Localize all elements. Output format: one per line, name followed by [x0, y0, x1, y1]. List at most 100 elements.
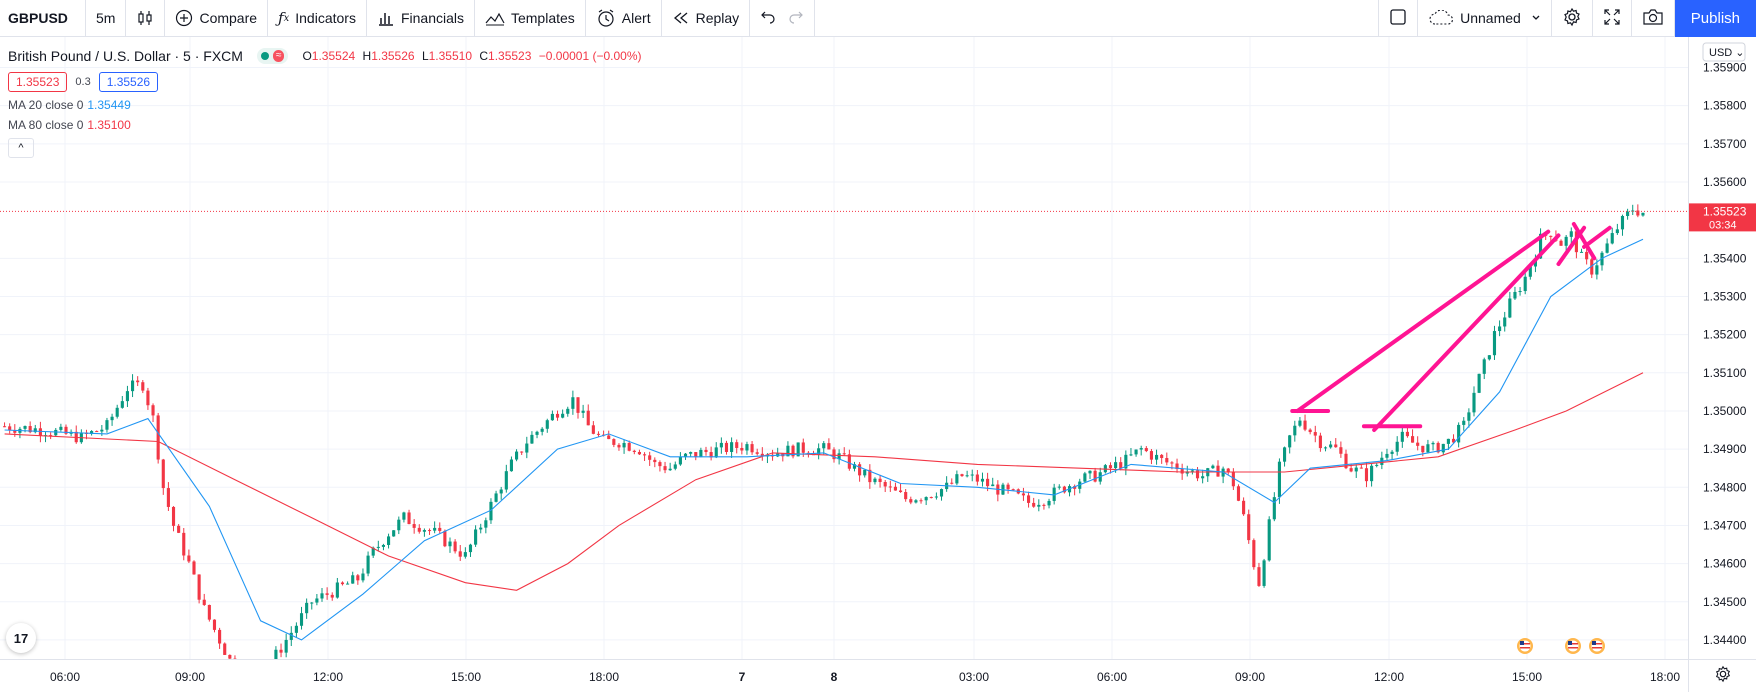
candle-body	[141, 382, 144, 390]
rewind-icon	[672, 9, 690, 27]
candle-body	[495, 493, 498, 501]
symbol-search-button[interactable]: GBPUSD	[0, 0, 86, 37]
save-layout-button[interactable]: Unnamed	[1418, 0, 1552, 37]
candle-body	[1088, 471, 1091, 474]
candle-body	[172, 507, 175, 526]
sell-price-button[interactable]: 1.35523	[8, 72, 67, 92]
candle-body	[689, 452, 692, 454]
layout-select-button[interactable]	[1378, 0, 1418, 37]
candle-body	[730, 442, 733, 452]
publish-button[interactable]: Publish	[1675, 0, 1756, 37]
axis-settings-button[interactable]	[1688, 659, 1756, 692]
candle-body	[59, 427, 62, 430]
candle-body	[566, 409, 569, 414]
candle-body	[290, 633, 293, 640]
candle-body	[1467, 412, 1470, 420]
candle-body	[1042, 505, 1045, 506]
candle-body	[1339, 447, 1342, 454]
candle-body	[157, 415, 160, 459]
candle-body	[571, 397, 574, 409]
candle-body	[1334, 444, 1337, 447]
candle-body	[802, 442, 805, 452]
high-key: H	[363, 49, 372, 63]
candle-body	[1585, 252, 1588, 259]
candle-body	[23, 426, 26, 429]
time-tick-label: 09:00	[175, 670, 205, 684]
interval-label: 5m	[96, 10, 115, 26]
candle-body	[679, 457, 682, 465]
candle-body	[1462, 421, 1465, 425]
candle-body	[213, 620, 216, 630]
bar-chart-icon	[377, 9, 395, 27]
time-tick-label: 15:00	[451, 670, 481, 684]
redo-icon	[788, 9, 804, 28]
candle-body	[1411, 436, 1414, 443]
fullscreen-icon	[1603, 8, 1621, 29]
candle-body	[658, 462, 661, 466]
candle-body	[1022, 493, 1025, 495]
candle-body	[418, 528, 421, 532]
time-tick-label: 8	[831, 670, 838, 684]
chart-type-button[interactable]	[126, 0, 165, 37]
candle-body	[295, 626, 298, 633]
candle-body	[674, 464, 677, 468]
fullscreen-button[interactable]	[1593, 0, 1632, 37]
candle-body	[1406, 432, 1409, 436]
templates-icon	[485, 9, 505, 27]
compare-button[interactable]: Compare	[165, 0, 268, 37]
candle-body	[387, 536, 390, 545]
tradingview-logo[interactable]: 17	[6, 623, 36, 653]
templates-button[interactable]: Templates	[475, 0, 586, 37]
buy-price-button[interactable]: 1.35526	[99, 72, 158, 92]
alert-button[interactable]: Alert	[586, 0, 662, 37]
candle-body	[894, 487, 897, 491]
candle-body	[1252, 540, 1255, 567]
candle-body	[889, 486, 892, 487]
candle-body	[1519, 291, 1522, 292]
undo-button[interactable]	[750, 0, 782, 37]
candle-body	[1513, 292, 1516, 299]
candle-body	[925, 497, 928, 500]
candle-body	[1611, 233, 1614, 243]
candle-body	[1391, 452, 1394, 454]
compare-label: Compare	[199, 10, 257, 26]
last-price-label: 1.35523	[1703, 204, 1747, 218]
candle-body	[203, 600, 206, 605]
snapshot-button[interactable]	[1632, 0, 1675, 37]
indicators-label: Indicators	[295, 10, 356, 26]
price-tick-label: 1.35000	[1703, 404, 1747, 418]
candle-body	[1278, 462, 1281, 497]
candle-body	[638, 452, 641, 454]
time-tick-label: 18:00	[1650, 670, 1680, 684]
interval-button[interactable]: 5m	[86, 0, 126, 37]
candle-body	[561, 414, 564, 418]
candle-body	[1595, 265, 1598, 274]
settings-button[interactable]	[1552, 0, 1593, 37]
candle-body	[341, 582, 344, 584]
symbol-title[interactable]: British Pound / U.S. Dollar · 5 · FXCM	[8, 48, 243, 64]
candle-body	[1626, 212, 1629, 216]
candle-body	[105, 420, 108, 430]
redo-button[interactable]	[782, 0, 815, 37]
candle-body	[310, 603, 313, 604]
market-status-pill[interactable]: ≈	[257, 48, 289, 64]
replay-button[interactable]: Replay	[662, 0, 751, 37]
flag-stripe	[1520, 647, 1530, 649]
candle-body	[1350, 468, 1353, 471]
financials-button[interactable]: Financials	[367, 0, 475, 37]
candle-body	[1396, 442, 1399, 452]
time-tick-label: 15:00	[1512, 670, 1542, 684]
candle-body	[351, 575, 354, 583]
candle-body	[443, 531, 446, 546]
candle-body	[1570, 231, 1573, 237]
candle-body	[484, 520, 487, 527]
candle-body	[1483, 359, 1486, 374]
ma80-label: MA 80 close 0	[8, 118, 83, 132]
legend-collapse-button[interactable]: ^	[8, 138, 34, 158]
candle-body	[633, 451, 636, 452]
